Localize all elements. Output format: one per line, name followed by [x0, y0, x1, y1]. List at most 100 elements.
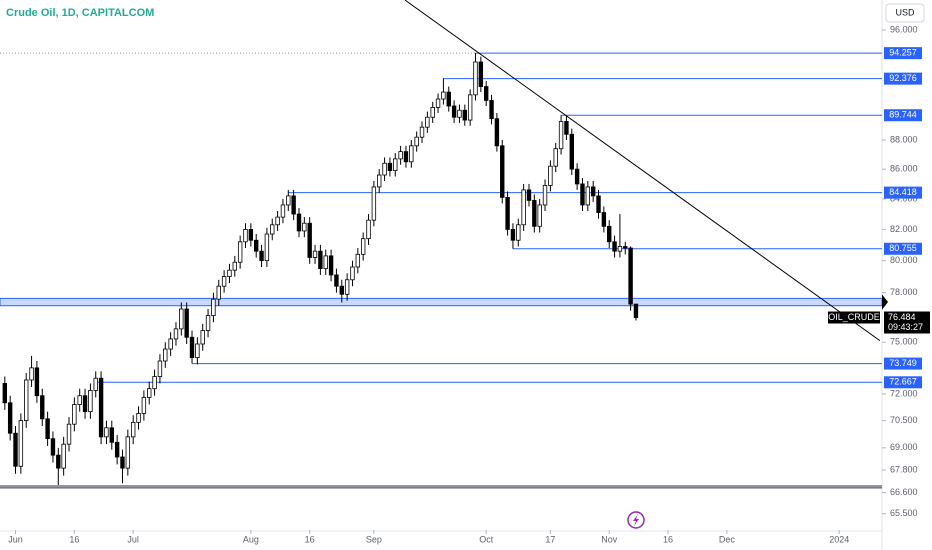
symbol-label: OIL_CRUDE	[828, 312, 880, 322]
x-tick-label: Oct	[479, 534, 494, 544]
candle	[13, 425, 18, 474]
candle	[478, 56, 484, 93]
y-tick-label: 96.000	[890, 24, 918, 34]
candle-body	[254, 239, 259, 252]
candle	[328, 249, 334, 282]
candle	[163, 342, 168, 368]
last-price: 76.484	[888, 312, 916, 322]
candle	[393, 153, 398, 177]
candle-body	[393, 158, 398, 172]
candle-body	[344, 279, 350, 295]
currency[interactable]: USD	[895, 7, 915, 17]
candle-body	[446, 91, 451, 107]
candle	[403, 145, 409, 168]
candle	[419, 121, 425, 143]
candle-body	[275, 216, 280, 226]
candle	[88, 383, 93, 419]
candle	[569, 128, 574, 176]
candle	[435, 93, 441, 114]
x-tick-label: Sep	[366, 534, 382, 544]
icon-ring	[627, 511, 645, 529]
candle-body	[516, 224, 521, 241]
candle-body	[489, 100, 494, 120]
y-tick-label: 67.800	[890, 464, 918, 474]
candle	[633, 303, 639, 321]
candle	[98, 371, 104, 445]
candle-body	[467, 94, 473, 121]
alert-icon[interactable]	[627, 511, 645, 529]
candle	[45, 411, 50, 446]
candle-body	[291, 195, 296, 215]
level-label: 89.744	[889, 110, 917, 120]
candle-body	[141, 397, 147, 414]
candle-body	[328, 255, 334, 276]
candle-body	[13, 432, 18, 467]
y-tick-label: 72.000	[890, 388, 918, 398]
currency-box[interactable]	[885, 3, 925, 23]
candle	[216, 279, 221, 306]
x-tick-label: Jun	[8, 534, 23, 544]
candle-body	[34, 367, 40, 397]
candle	[157, 354, 163, 384]
candle	[232, 255, 238, 277]
level-label-box	[884, 47, 922, 60]
candle-body	[580, 183, 585, 206]
candle	[248, 223, 254, 247]
candle	[398, 145, 403, 165]
candle	[312, 244, 318, 264]
candle-body	[82, 395, 88, 413]
candle-body	[200, 330, 205, 345]
candle	[72, 397, 77, 432]
candle-body	[323, 255, 328, 269]
candle-body	[66, 423, 72, 445]
y-tick-label: 78.000	[890, 287, 918, 297]
candle	[558, 115, 564, 155]
candle-body	[377, 174, 382, 188]
candle-body	[157, 360, 163, 377]
candle-body	[339, 285, 344, 295]
candle	[441, 78, 446, 105]
candle-body	[478, 61, 484, 87]
candle	[82, 388, 88, 419]
candle	[596, 189, 601, 219]
candle-body	[371, 186, 377, 221]
candle	[521, 183, 526, 231]
candle-body	[248, 229, 254, 241]
candle	[184, 302, 189, 344]
x-tick-label: 17	[545, 534, 555, 544]
y-tick-label: 66.600	[890, 487, 918, 497]
candle	[211, 292, 216, 323]
candle-body	[211, 298, 216, 316]
x-tick-label: Nov	[601, 534, 618, 544]
candle	[104, 420, 109, 445]
candle-body	[56, 454, 61, 469]
candle	[56, 447, 61, 486]
candle	[350, 260, 355, 287]
candle	[473, 53, 478, 101]
candle-body	[425, 116, 430, 128]
candle	[387, 157, 393, 177]
candle-body	[355, 253, 361, 268]
trendline	[404, 0, 881, 342]
candle	[179, 302, 184, 336]
candle	[259, 244, 264, 267]
candle-body	[93, 377, 98, 391]
candle-body	[312, 250, 318, 258]
candle-body	[104, 427, 109, 438]
candle	[537, 198, 542, 233]
y-tick-label: 69.000	[890, 442, 918, 452]
candle	[34, 360, 40, 403]
level-label: 92.376	[889, 73, 917, 83]
candle	[623, 241, 628, 255]
level-label: 80.755	[889, 243, 917, 253]
level-label: 94.257	[889, 48, 917, 58]
candle	[425, 111, 430, 133]
candle-body	[152, 376, 157, 390]
candle-body	[189, 336, 195, 358]
candle-body	[398, 151, 403, 160]
candle-body	[179, 308, 184, 330]
candle-body	[366, 219, 371, 240]
candle	[136, 406, 141, 430]
candle	[617, 214, 623, 258]
